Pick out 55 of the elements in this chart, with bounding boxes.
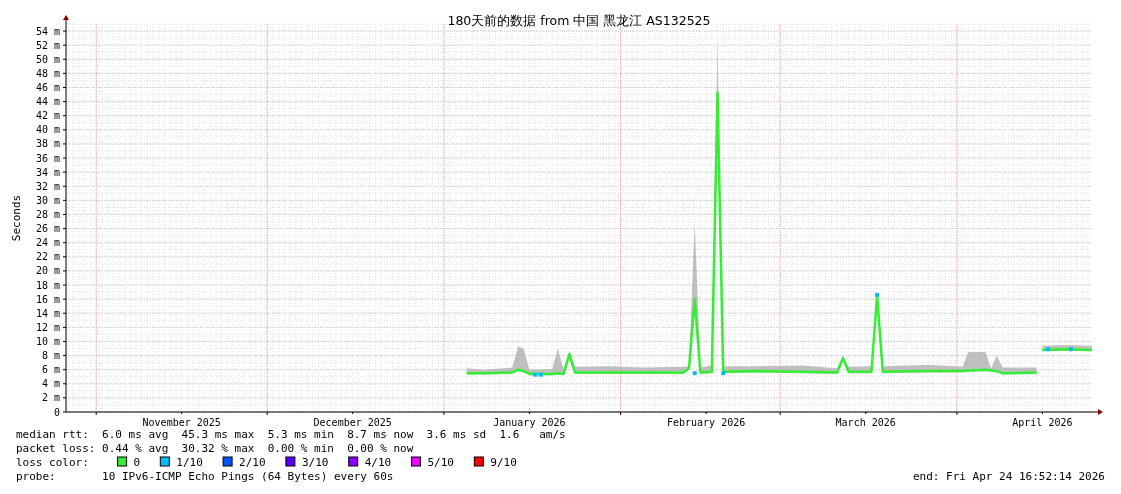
- y-tick-label: 10 m: [35, 335, 60, 347]
- y-tick-label: 20 m: [35, 265, 60, 277]
- legend-label: 2/10: [239, 456, 266, 469]
- y-tick-label: 0: [53, 406, 60, 418]
- y-tick-label: 38 m: [35, 138, 60, 150]
- y-tick-label: 36 m: [35, 152, 60, 164]
- y-tick-label: 26 m: [35, 223, 60, 235]
- y-tick-label: 18 m: [35, 279, 60, 291]
- x-tick-label: January 2026: [493, 417, 566, 428]
- y-tick-label: 32 m: [35, 180, 60, 192]
- legend-label: 4/10: [364, 456, 392, 469]
- y-tick-label: 46 m: [35, 81, 60, 93]
- y-tick-label: 8 m: [41, 350, 60, 362]
- legend-label: 1/10: [176, 456, 203, 469]
- point: [692, 371, 697, 376]
- legend-label: 0: [133, 456, 141, 469]
- point: [1068, 347, 1073, 352]
- y-tick-label: 50 m: [35, 53, 60, 65]
- text: end: Fri Apr 24 16:52:14 2026: [912, 470, 1105, 483]
- y-tick-label: 22 m: [35, 251, 60, 263]
- y-tick-label: 48 m: [35, 67, 60, 79]
- y-axis-title: Seconds: [10, 194, 23, 242]
- legend-label: 5/10: [427, 456, 454, 469]
- y-tick-label: 54 m: [35, 25, 60, 37]
- y-tick-label: 42 m: [35, 110, 60, 122]
- y-tick-label: 34 m: [35, 166, 60, 178]
- legend-title: loss color:: [16, 456, 89, 469]
- text: median rtt: 6.0 ms avg 45.3 ms max 5.3 ms min 8.7 ms now 3.6 ms sd 1.6 am/s: [16, 428, 566, 441]
- y-tick-label: 44 m: [35, 96, 60, 108]
- x-tick-label: November 2025: [142, 417, 221, 428]
- y-tick-label: 16 m: [35, 293, 60, 305]
- point: [538, 372, 543, 377]
- text: packet loss: 0.44 % avg 30.32 % max 0.00 % min 0.00 % now: [16, 442, 414, 455]
- y-tick-label: 12 m: [35, 321, 60, 333]
- x-tick-label: April 2026: [1012, 417, 1073, 428]
- y-tick-label: 30 m: [35, 194, 60, 206]
- y-tick-label: 6 m: [41, 364, 60, 376]
- point: [875, 292, 880, 297]
- x-tick-label: March 2026: [835, 417, 896, 428]
- point: [1046, 347, 1051, 352]
- x-tick-label: February 2026: [666, 417, 746, 428]
- point: [533, 372, 538, 377]
- point: [721, 371, 726, 376]
- chart-title: 180天前的数据 from 中国 黑龙江 AS132525: [447, 13, 711, 28]
- y-tick-label: 52 m: [35, 39, 60, 51]
- legend-label: 3/10: [301, 456, 329, 469]
- y-tick-label: 24 m: [35, 237, 60, 249]
- x-tick-label: December 2025: [313, 417, 392, 428]
- y-tick-label: 40 m: [35, 124, 60, 136]
- legend-label: 9/10: [490, 456, 517, 469]
- text: probe: 10 IPv6-ICMP Echo Pings (64 Bytes) every 60s: [16, 470, 394, 483]
- y-tick-label: 28 m: [35, 208, 60, 220]
- y-tick-label: 2 m: [41, 392, 60, 404]
- y-tick-label: 4 m: [41, 378, 60, 390]
- y-tick-label: 14 m: [35, 307, 60, 319]
